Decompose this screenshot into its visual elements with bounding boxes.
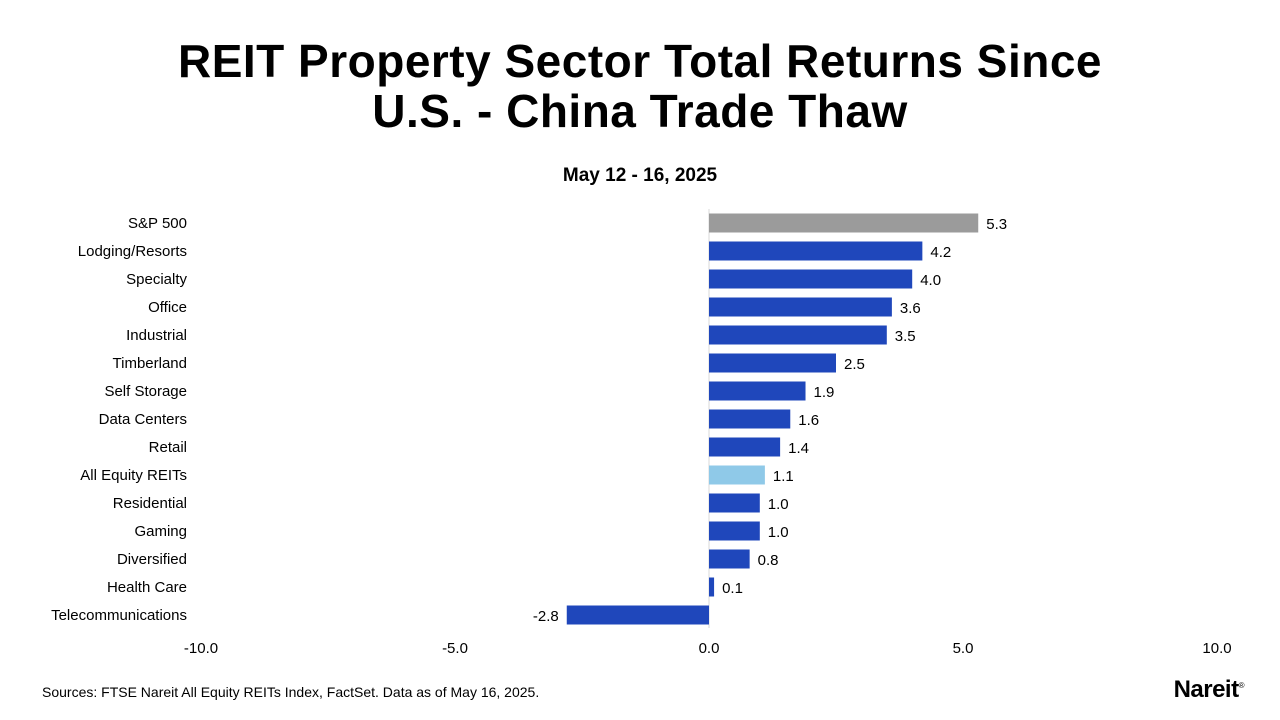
chart-title: REIT Property Sector Total Returns Since… — [0, 36, 1280, 136]
bar-0 — [709, 213, 979, 233]
category-label-11: Gaming — [134, 523, 187, 540]
value-label-8: 1.4 — [788, 440, 809, 457]
bar-3 — [709, 297, 892, 317]
bar-10 — [709, 493, 760, 513]
category-label-6: Self Storage — [104, 383, 187, 400]
value-label-0: 5.3 — [986, 216, 1007, 233]
source-note: Sources: FTSE Nareit All Equity REITs In… — [42, 684, 540, 700]
x-tick-label-3: 5.0 — [953, 640, 974, 657]
bar-4 — [709, 325, 887, 345]
bar-14 — [566, 605, 709, 625]
category-label-2: Specialty — [126, 271, 187, 288]
x-tick-label-4: 10.0 — [1202, 640, 1231, 657]
value-label-1: 4.2 — [930, 244, 951, 261]
value-label-10: 1.0 — [768, 496, 789, 513]
bar-11 — [709, 521, 760, 541]
bar-8 — [709, 437, 781, 457]
category-label-14: Telecommunications — [51, 607, 187, 624]
value-label-12: 0.8 — [758, 552, 779, 569]
chart-subtitle: May 12 - 16, 2025 — [562, 165, 718, 186]
value-label-9: 1.1 — [773, 468, 794, 485]
category-label-9: All Equity REITs — [80, 467, 187, 484]
category-label-3: Office — [148, 299, 187, 316]
category-label-1: Lodging/Resorts — [78, 243, 187, 260]
category-label-5: Timberland — [113, 355, 187, 372]
category-label-10: Residential — [113, 495, 187, 512]
bar-13 — [709, 577, 715, 597]
value-label-3: 3.6 — [900, 300, 921, 317]
title-line-1: REIT Property Sector Total Returns Since — [177, 35, 1102, 87]
value-label-4: 3.5 — [895, 328, 916, 345]
x-tick-label-0: -10.0 — [184, 640, 218, 657]
category-label-4: Industrial — [126, 327, 187, 344]
bar-5 — [709, 353, 836, 373]
title-line-2: U.S. - China Trade Thaw — [372, 85, 908, 137]
category-label-13: Health Care — [107, 579, 187, 596]
nareit-logo: Nareit® — [1173, 676, 1245, 703]
bar-6 — [709, 381, 806, 401]
bar-7 — [709, 409, 791, 429]
bar-9 — [709, 465, 765, 485]
value-label-14: -2.8 — [533, 608, 559, 625]
bar-1 — [709, 241, 923, 261]
value-label-13: 0.1 — [722, 580, 743, 597]
value-label-2: 4.0 — [920, 272, 941, 289]
bar-2 — [709, 269, 913, 289]
category-label-7: Data Centers — [99, 411, 187, 428]
category-label-8: Retail — [149, 439, 187, 456]
value-label-11: 1.0 — [768, 524, 789, 541]
value-label-5: 2.5 — [844, 356, 865, 373]
bar-12 — [709, 549, 750, 569]
x-tick-label-1: -5.0 — [442, 640, 468, 657]
value-label-6: 1.9 — [814, 384, 835, 401]
category-label-0: S&P 500 — [128, 215, 187, 232]
value-label-7: 1.6 — [798, 412, 819, 429]
x-tick-label-2: 0.0 — [699, 640, 720, 657]
category-label-12: Diversified — [117, 551, 187, 568]
